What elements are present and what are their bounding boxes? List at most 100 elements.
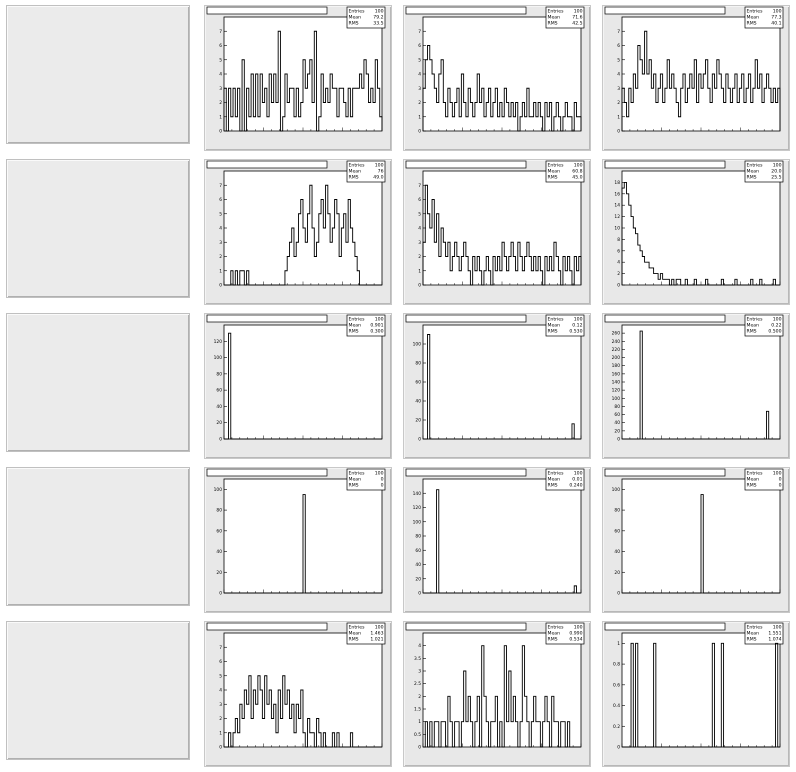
title-box: [604, 622, 726, 631]
stats-value: 1.074: [768, 637, 781, 643]
y-tick-label: 2: [418, 254, 421, 260]
stats-value: 0.12: [572, 323, 582, 329]
histogram-chart: Entries 100 Mean 76 RMS 49.0 0 1 2 3 4 5 6 7: [206, 160, 386, 289]
stats-value: 100: [773, 9, 782, 15]
stats-box: [744, 314, 784, 337]
y-tick-label: 5: [219, 57, 222, 63]
y-tick-label: 60: [216, 528, 222, 534]
y-tick-label: 4: [418, 643, 421, 649]
stats-box: [744, 468, 784, 491]
stats-value: 1.551: [768, 631, 781, 637]
histogram-pad: Entries 100 Mean 77.3 RMS 40.1 0 1 2 3 4 5 6 7: [602, 5, 790, 151]
histogram-line: [224, 332, 382, 440]
y-tick-label: 20: [216, 420, 222, 426]
y-tick-label: 7: [418, 183, 421, 189]
y-tick-label: 3: [418, 669, 421, 675]
stats-value: 100: [574, 163, 583, 169]
y-tick-label: 0: [617, 745, 620, 751]
title-box: [604, 160, 726, 169]
stats-label: Entries: [747, 471, 764, 477]
y-tick-label: 60: [415, 380, 421, 386]
plot-frame: [621, 632, 781, 748]
stats-label: RMS: [747, 483, 757, 489]
plot-frame: [621, 170, 781, 286]
y-tick-label: 180: [612, 363, 621, 369]
histogram-line: [224, 494, 382, 594]
y-tick-label: 6: [617, 43, 620, 49]
y-tick-label: 0: [617, 591, 620, 597]
y-tick-label: 0.4: [613, 703, 620, 709]
y-tick-label: 40: [216, 549, 222, 555]
histogram-pad: Entries 100 Mean 1.463 RMS 1.021 0 1 2 3 4 5 6 7: [204, 621, 392, 767]
y-tick-label: 80: [614, 508, 620, 514]
histogram-line: [622, 330, 780, 440]
stats-value: 100: [773, 163, 782, 169]
stats-value: 42.5: [572, 21, 582, 27]
y-tick-label: 160: [612, 371, 621, 377]
plot-frame: [223, 324, 383, 440]
y-tick-label: 4: [418, 226, 421, 232]
stats-label: RMS: [548, 483, 558, 489]
stats-box: [346, 468, 386, 491]
histogram-pad: Entries 100 Mean 0.01 RMS 0.240 0 20 40 60 80 100 12…: [403, 467, 591, 613]
empty-pad: [6, 313, 190, 452]
stats-value: 100: [375, 317, 384, 323]
y-tick-label: 1: [418, 719, 421, 725]
stats-value: 100: [574, 625, 583, 631]
y-tick-label: 1: [418, 114, 421, 120]
y-tick-label: 20: [415, 418, 421, 424]
y-tick-label: 120: [413, 505, 422, 511]
stats-box: [346, 160, 386, 183]
stats-label: RMS: [747, 21, 757, 27]
stats-value: 0.990: [569, 631, 582, 637]
stats-value: 100: [574, 317, 583, 323]
histogram-line: [423, 489, 581, 594]
stats-label: Mean: [747, 169, 760, 175]
y-tick-label: 7: [219, 183, 222, 189]
stats-label: Entries: [349, 163, 366, 169]
stats-box: [346, 314, 386, 337]
stats-label: RMS: [349, 175, 359, 181]
stats-value: 79.2: [373, 15, 383, 21]
y-tick-label: 60: [216, 388, 222, 394]
y-tick-label: 4: [219, 688, 222, 694]
stats-value: 0.22: [771, 323, 781, 329]
y-tick-label: 1: [617, 114, 620, 120]
y-tick-label: 100: [612, 487, 621, 493]
histogram-line: [422, 184, 582, 286]
plot-frame: [621, 324, 781, 440]
y-tick-label: 4: [617, 72, 620, 78]
y-tick-label: 100: [413, 342, 422, 348]
y-tick-label: 0: [617, 283, 620, 289]
y-tick-label: 100: [612, 396, 621, 402]
y-tick-label: 5: [219, 673, 222, 679]
y-tick-label: 16: [614, 191, 620, 197]
y-tick-label: 80: [614, 404, 620, 410]
y-tick-label: 0: [418, 591, 421, 597]
stats-label: Entries: [548, 163, 565, 169]
y-tick-label: 120: [612, 388, 621, 394]
histogram-pad: Entries 100 Mean 76 RMS 49.0 0 1 2 3 4 5 6 7: [204, 159, 392, 305]
stats-label: RMS: [747, 637, 757, 643]
histogram-pad: Entries 100 Mean 1.551 RMS 1.074 0 0.2 0.4 0.6 0.8…: [602, 621, 790, 767]
stats-value: 100: [375, 625, 384, 631]
histogram-line: [622, 494, 780, 594]
stats-label: Mean: [747, 323, 760, 329]
stats-label: RMS: [548, 637, 558, 643]
empty-pad: [6, 467, 190, 606]
histogram-line: [422, 45, 582, 132]
histogram-chart: Entries 100 Mean 0.901 RMS 0.300 0 20 40 60 80 100 1…: [206, 314, 386, 443]
stats-label: RMS: [548, 329, 558, 335]
stats-value: 60.8: [572, 169, 582, 175]
stats-value: 77.3: [771, 15, 781, 21]
y-tick-label: 10: [614, 226, 620, 232]
y-tick-label: 4: [219, 226, 222, 232]
y-tick-label: 140: [413, 491, 422, 497]
y-tick-label: 6: [219, 43, 222, 49]
histogram-chart: Entries 100 Mean 60.8 RMS 45.0 0 1 2 3 4 5 6 7: [405, 160, 585, 289]
stats-label: Mean: [349, 323, 362, 329]
stats-label: Entries: [747, 625, 764, 631]
stats-box: [545, 160, 585, 183]
title-box: [206, 160, 328, 169]
